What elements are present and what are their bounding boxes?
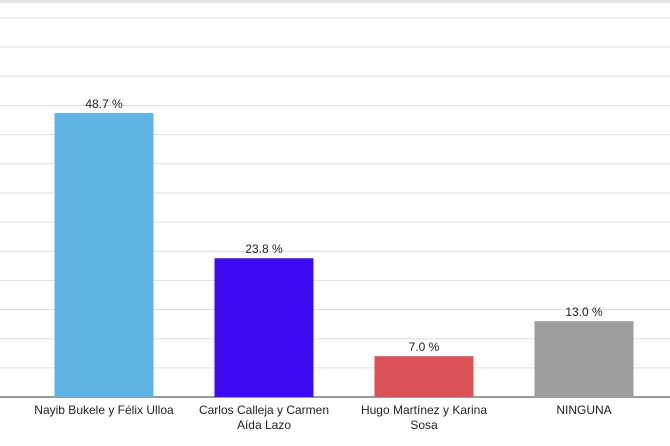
value-label: 13.0 % bbox=[565, 305, 603, 319]
x-tick-label: NINGUNA bbox=[556, 403, 612, 417]
bar bbox=[374, 356, 474, 397]
bar bbox=[214, 258, 314, 397]
x-tick-label: Hugo Martínez y Karina Sosa bbox=[360, 403, 488, 432]
value-label: 23.8 % bbox=[245, 242, 283, 256]
bar bbox=[54, 113, 154, 398]
value-label: 48.7 % bbox=[85, 97, 123, 111]
top-bar bbox=[0, 0, 670, 3]
bar bbox=[534, 321, 634, 397]
x-tick-label: erto bbox=[0, 403, 19, 418]
value-label: 7.0 % bbox=[409, 340, 440, 354]
x-tick-label: Carlos Calleja y Carmen Aída Lazo bbox=[198, 403, 330, 432]
x-tick-label: Nayib Bukele y Félix Ulloa bbox=[34, 403, 174, 417]
